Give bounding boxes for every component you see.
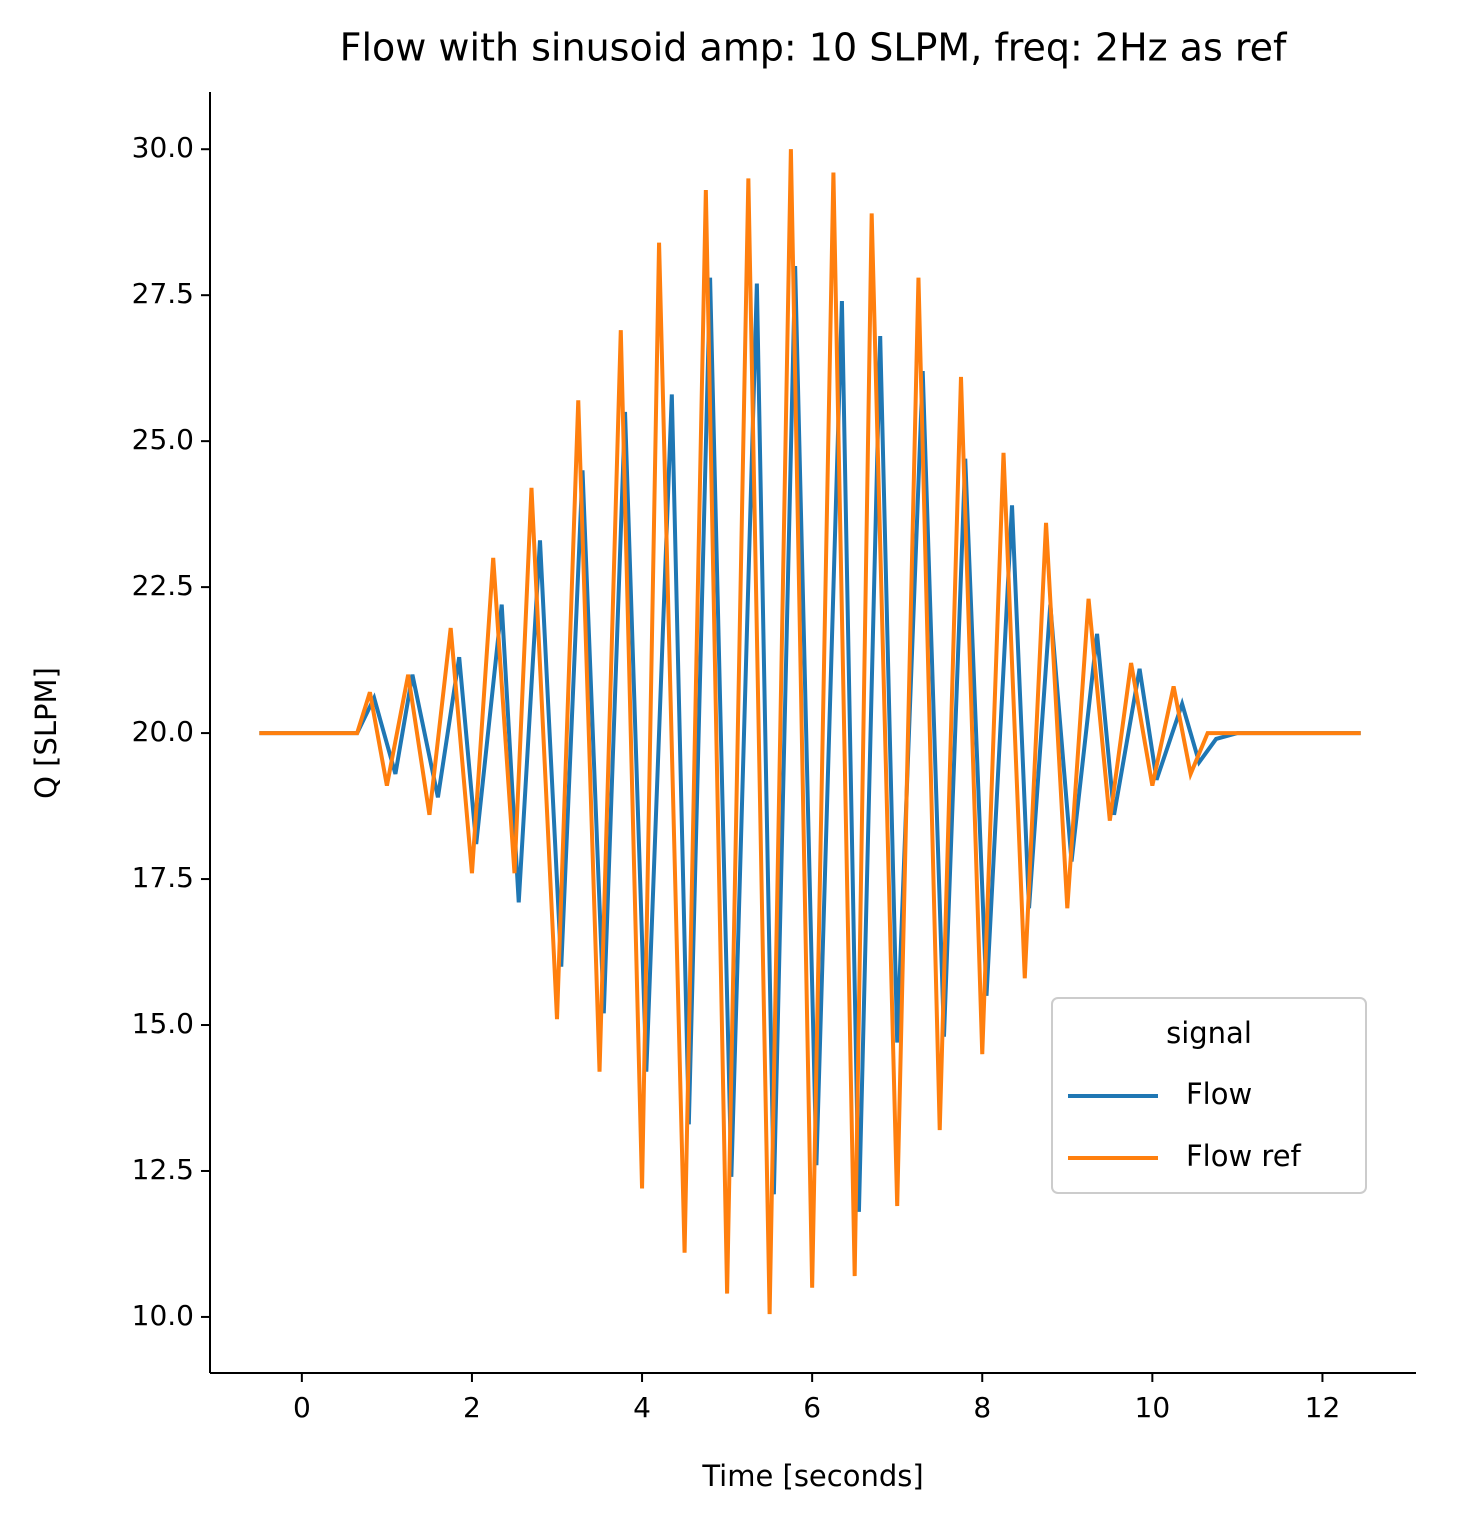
y-tick-label: 22.5 [132,569,194,602]
x-tick-label: 4 [633,1391,651,1424]
y-tick-label: 10.0 [132,1299,194,1332]
y-tick-label: 20.0 [132,715,194,748]
line-series [259,265,1361,1212]
chart-title: Flow with sinusoid amp: 10 SLPM, freq: 2… [340,26,1288,70]
x-tick-label: 2 [463,1391,481,1424]
y-tick-label: 15.0 [132,1007,194,1040]
x-axis-label: Time [seconds] [701,1459,923,1493]
y-tick-label: 12.5 [132,1153,194,1186]
x-tick-label: 6 [803,1391,821,1424]
legend-label: Flow [1186,1077,1252,1111]
x-tick-label: 0 [293,1391,311,1424]
y-tick-label: 17.5 [132,861,194,894]
y-tick-label: 30.0 [132,131,194,164]
y-tick-label: 27.5 [132,277,194,310]
legend-box [1051,997,1367,1194]
legend-label: Flow ref [1186,1139,1302,1173]
x-tick-label: 10 [1135,1391,1171,1424]
x-tick-label: 12 [1305,1391,1341,1424]
x-tick-label: 8 [973,1391,991,1424]
y-axis-label: Q [SLPM] [29,667,63,799]
legend-title: signal [1166,1016,1252,1050]
line-series [259,149,1361,1315]
y-tick-label: 25.0 [132,423,194,456]
